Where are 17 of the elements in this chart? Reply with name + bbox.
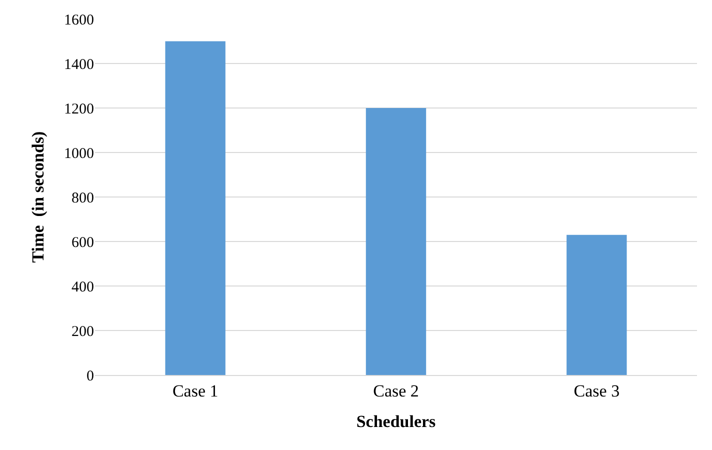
y-tick-label: 0	[86, 368, 94, 384]
x-tick-label: Case 1	[172, 381, 218, 400]
y-tick-label: 400	[72, 279, 94, 296]
y-tick-label: 800	[72, 190, 94, 206]
y-axis-title: Time (in seconds)	[28, 131, 48, 263]
bar	[566, 234, 627, 375]
x-axis-title: Schedulers	[356, 412, 436, 431]
y-tick-label: 1200	[64, 101, 94, 118]
y-tick-label: 1400	[64, 56, 94, 73]
y-tick-label: 200	[72, 324, 94, 340]
y-tick-label: 600	[72, 234, 94, 251]
x-tick-label: Case 2	[373, 381, 419, 400]
y-tick-label: 1000	[64, 146, 94, 162]
y-tick-label: 1600	[64, 12, 94, 28]
bar	[366, 108, 426, 375]
x-tick-label: Case 3	[574, 381, 620, 400]
bar	[165, 41, 226, 375]
